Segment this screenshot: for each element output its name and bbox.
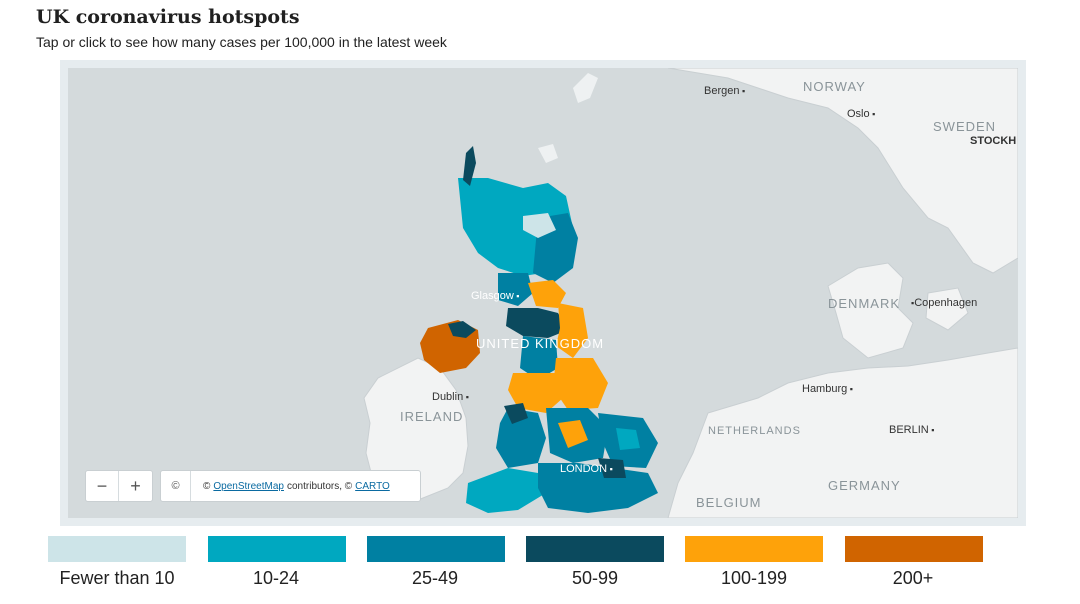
- land-continent: [667, 347, 1018, 518]
- region-cumbria: [520, 336, 558, 380]
- page-title: UK coronavirus hotspots: [36, 6, 300, 28]
- city-hamburg: Hamburg: [802, 383, 853, 395]
- region-wales: [496, 408, 546, 468]
- legend-swatch-10-24: [208, 536, 346, 562]
- region-east-light: [616, 428, 640, 450]
- attribution-toggle-button[interactable]: ©: [161, 471, 191, 501]
- region-northeast: [556, 303, 588, 358]
- legend-label-50-99: 50-99: [571, 568, 619, 588]
- legend-label-10-24: 10-24: [252, 568, 300, 588]
- legend-label-fewer-than-10: Fewer than 10: [59, 568, 175, 588]
- region-south: [538, 463, 658, 513]
- city-london: LONDON: [560, 463, 613, 475]
- basemap-svg: [363, 68, 1018, 518]
- label-netherlands: NETHERLANDS: [708, 425, 801, 437]
- carto-link[interactable]: CARTO: [355, 480, 390, 492]
- page-subtitle: Tap or click to see how many cases per 1…: [36, 34, 447, 50]
- legend-swatch-100-199: [685, 536, 823, 562]
- city-bergen: Bergen: [704, 85, 745, 97]
- attribution-prefix: ©: [203, 480, 211, 492]
- zoom-control: − +: [85, 470, 153, 502]
- map-viewport[interactable]: NORWAY SWEDEN DENMARK IRELAND NETHERLAND…: [68, 68, 1018, 518]
- region-lancashire: [508, 373, 563, 413]
- land-faroe: [538, 144, 558, 163]
- land-scandinavia: [667, 68, 1018, 274]
- openstreetmap-link[interactable]: OpenStreetMap: [213, 480, 284, 492]
- land-north-islands: [573, 73, 598, 103]
- region-highlands-light: [523, 213, 556, 238]
- legend-label-200-plus: 200+: [892, 568, 934, 588]
- legend-swatch-50-99: [526, 536, 664, 562]
- label-norway: NORWAY: [803, 79, 866, 94]
- label-united-kingdom: UNITED KINGDOM: [476, 336, 605, 351]
- label-germany: GERMANY: [828, 478, 901, 493]
- land-denmark: [827, 262, 914, 359]
- attribution-middle: contributors, ©: [286, 480, 353, 492]
- label-sweden: SWEDEN: [933, 119, 997, 134]
- city-glasgow: Glasgow: [471, 290, 520, 302]
- region-yorkshire: [553, 358, 608, 410]
- region-wales-north: [504, 403, 528, 424]
- region-southwest: [466, 468, 546, 513]
- legend-swatch-fewer-than-10: [48, 536, 186, 562]
- land-zealand: [925, 287, 969, 331]
- region-midlands-hot: [558, 420, 588, 448]
- region-ni-north: [448, 321, 476, 338]
- region-edinburgh: [528, 280, 566, 308]
- label-belgium: BELGIUM: [696, 495, 762, 510]
- zoom-out-button[interactable]: −: [86, 471, 120, 501]
- city-copenhagen: Copenhagen: [911, 297, 977, 309]
- label-denmark: DENMARK: [828, 296, 901, 311]
- legend-label-25-49: 25-49: [411, 568, 459, 588]
- city-oslo: Oslo: [847, 108, 875, 120]
- city-stockholm: STOCKH: [970, 135, 1018, 147]
- legend-swatch-200-plus: [845, 536, 983, 562]
- zoom-in-button[interactable]: +: [130, 475, 141, 496]
- region-borders: [506, 308, 568, 338]
- attribution-control: © © OpenStreetMap contributors, © CARTO: [160, 470, 421, 502]
- region-shetland: [463, 146, 476, 186]
- city-dublin: Dublin: [432, 391, 469, 403]
- attribution-text: © OpenStreetMap contributors, © CARTO: [191, 481, 390, 492]
- city-berlin: BERLIN: [889, 424, 934, 436]
- legend-label-100-199: 100-199: [720, 568, 788, 588]
- legend-swatch-25-49: [367, 536, 505, 562]
- label-ireland: IRELAND: [400, 409, 464, 424]
